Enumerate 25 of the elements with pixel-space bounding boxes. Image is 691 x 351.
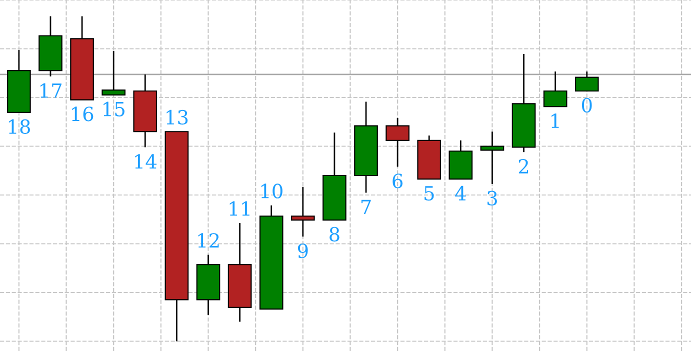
candlestick bbox=[543, 70, 568, 108]
x-tick-label: 17 bbox=[40, 83, 62, 98]
x-tick-label: 18 bbox=[8, 119, 30, 134]
x-tick-label: 2 bbox=[518, 158, 528, 174]
x-tick-label: 12 bbox=[198, 233, 219, 248]
x-tick-label: 8 bbox=[330, 226, 340, 242]
x-tick-label: 13 bbox=[166, 110, 188, 125]
x-tick-label: 1 bbox=[552, 113, 559, 128]
x-tick-label: 4 bbox=[455, 186, 466, 200]
candlestick bbox=[480, 130, 504, 185]
x-tick-label: 15 bbox=[104, 102, 124, 116]
x-tick-label: 6 bbox=[392, 174, 403, 188]
candlestick bbox=[386, 117, 410, 168]
candlestick bbox=[574, 70, 599, 92]
candlestick bbox=[290, 186, 315, 238]
x-tick-label: 10 bbox=[261, 184, 282, 198]
x-tick-label: 7 bbox=[361, 200, 371, 214]
x-tick-label: 14 bbox=[135, 154, 157, 168]
x-tick-label: 11 bbox=[230, 201, 250, 216]
x-tick-label: 0 bbox=[582, 98, 592, 113]
x-tick-label: 3 bbox=[488, 190, 497, 206]
x-tick-label: 9 bbox=[298, 243, 308, 258]
x-tick-label: 5 bbox=[424, 186, 434, 201]
x-tick-label: 16 bbox=[72, 106, 94, 122]
candlestick bbox=[102, 50, 126, 96]
